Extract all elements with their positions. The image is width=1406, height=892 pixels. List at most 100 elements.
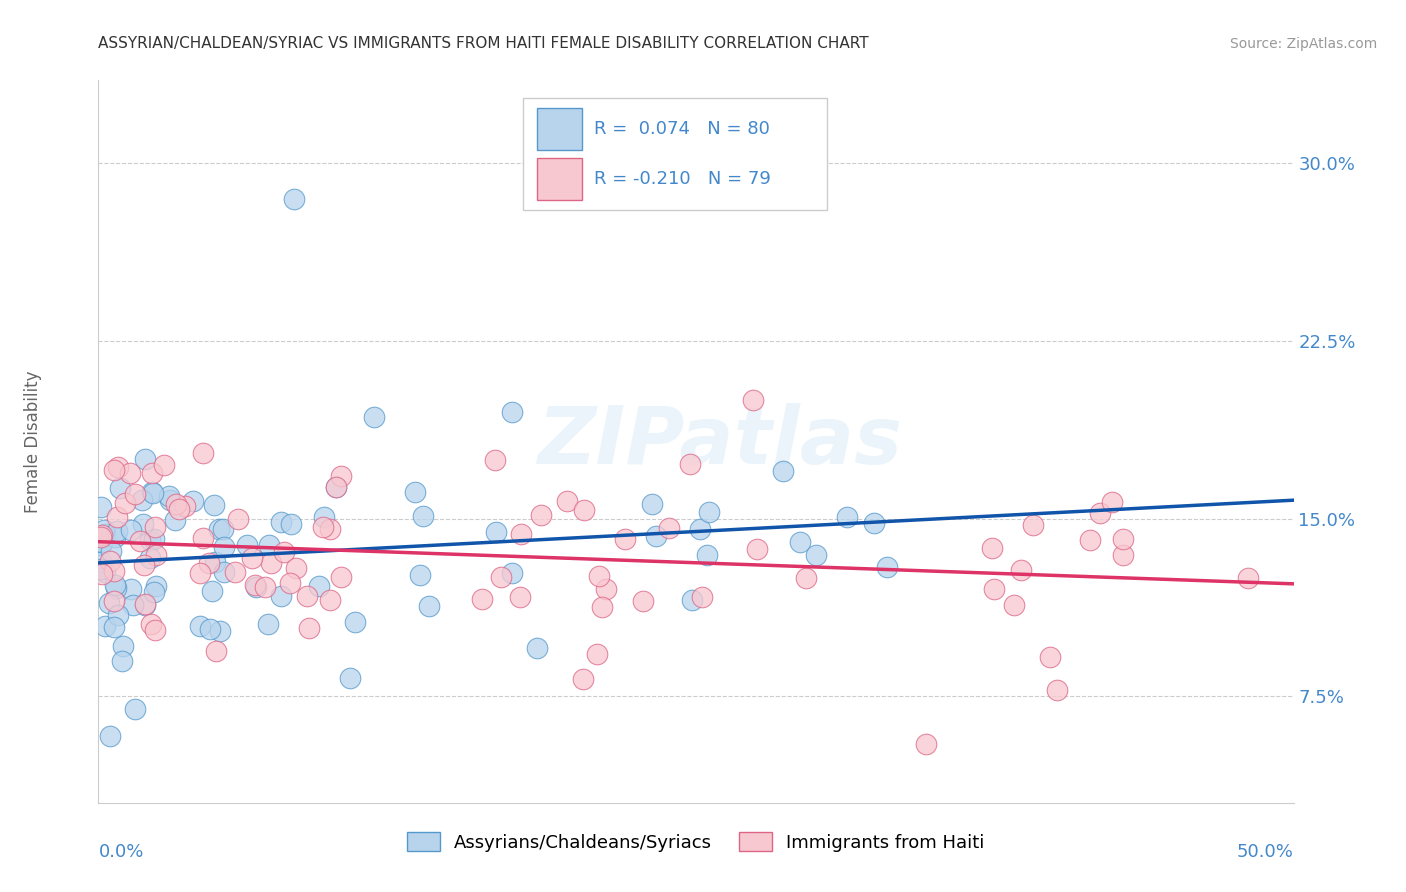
Point (789, 534, 811, 549)
Point (690, 590, 713, 604)
Point (471, 591, 494, 606)
Point (485, 524, 508, 539)
Point (201, 584, 224, 599)
Point (141, 466, 163, 480)
Point (284, 561, 307, 575)
Point (173, 499, 195, 513)
Point (120, 467, 142, 481)
Point (138, 533, 160, 547)
Point (409, 568, 432, 582)
Point (104, 578, 127, 592)
Point (107, 607, 129, 622)
Point (697, 505, 720, 519)
Point (142, 584, 165, 599)
Point (530, 508, 553, 522)
Point (1010, 564, 1032, 578)
Text: Source: ZipAtlas.com: Source: ZipAtlas.com (1230, 37, 1378, 52)
Point (108, 481, 131, 495)
Point (319, 523, 342, 537)
Point (120, 582, 142, 597)
Point (312, 519, 335, 533)
Point (91, 566, 114, 581)
Point (295, 589, 318, 603)
Point (143, 532, 166, 546)
Point (134, 598, 156, 612)
Point (835, 510, 858, 524)
Point (124, 702, 146, 716)
Point (526, 641, 548, 656)
Point (94, 565, 117, 579)
Point (103, 594, 125, 608)
Point (489, 570, 512, 584)
Point (325, 480, 347, 494)
Point (120, 523, 142, 537)
Point (501, 566, 523, 580)
Point (631, 594, 654, 608)
Point (90, 538, 112, 552)
Point (555, 494, 578, 508)
Point (188, 566, 211, 580)
Point (212, 540, 235, 554)
Point (283, 192, 305, 206)
Point (658, 521, 681, 535)
Point (134, 598, 156, 612)
Point (198, 622, 221, 636)
Point (103, 564, 125, 578)
Point (1078, 533, 1101, 548)
Point (273, 545, 295, 559)
Point (104, 581, 127, 595)
Point (509, 590, 531, 604)
Point (696, 549, 718, 563)
Point (139, 616, 162, 631)
Point (145, 623, 167, 637)
Point (253, 581, 276, 595)
Point (1002, 599, 1025, 613)
Point (134, 558, 156, 573)
Point (124, 487, 146, 501)
Point (191, 531, 214, 545)
Point (794, 571, 817, 585)
Point (339, 671, 361, 685)
Point (228, 512, 250, 526)
Text: R = -0.210   N = 79: R = -0.210 N = 79 (595, 170, 772, 188)
Point (1112, 548, 1135, 562)
Point (644, 528, 666, 542)
Point (98, 596, 121, 610)
Point (1021, 517, 1043, 532)
Point (572, 503, 595, 517)
Point (114, 496, 136, 510)
Point (914, 737, 936, 751)
Point (103, 620, 125, 634)
Point (191, 446, 214, 460)
Point (501, 405, 523, 419)
Point (98, 554, 121, 568)
Point (236, 538, 259, 552)
FancyBboxPatch shape (523, 98, 827, 211)
Point (363, 409, 385, 424)
Point (742, 393, 765, 408)
Point (689, 522, 711, 536)
Point (188, 619, 211, 633)
Point (122, 598, 145, 612)
Point (980, 541, 1002, 555)
Point (243, 578, 266, 592)
Point (613, 532, 636, 546)
Point (270, 589, 292, 603)
Point (157, 489, 180, 503)
Point (104, 530, 127, 544)
Point (572, 672, 595, 686)
Point (280, 517, 302, 532)
Point (1039, 650, 1062, 665)
FancyBboxPatch shape (537, 158, 582, 200)
Point (105, 524, 128, 539)
Point (983, 582, 1005, 596)
Point (412, 509, 434, 524)
Point (91, 528, 114, 542)
Point (107, 460, 129, 475)
Text: 50.0%: 50.0% (1237, 843, 1294, 861)
Point (181, 494, 204, 508)
Point (208, 522, 231, 536)
Point (595, 582, 617, 597)
Point (325, 480, 347, 494)
Point (319, 593, 342, 607)
